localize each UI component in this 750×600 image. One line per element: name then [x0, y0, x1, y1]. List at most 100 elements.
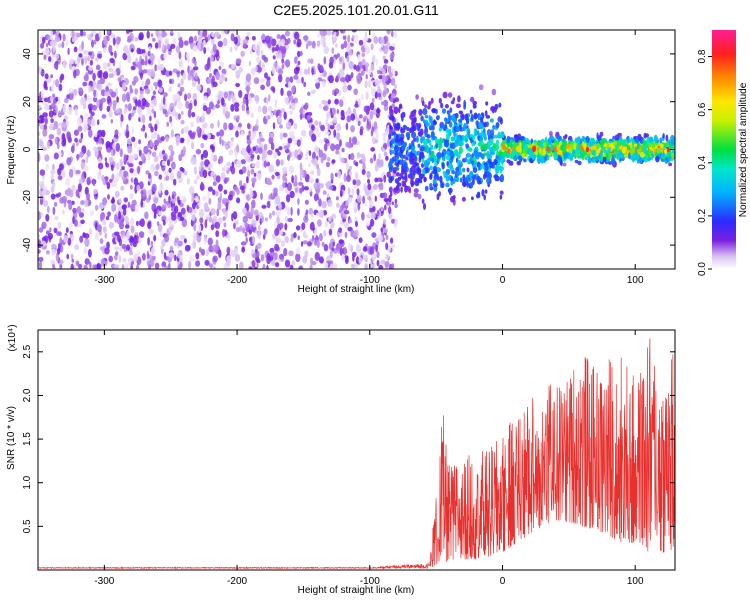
heatmap-cell	[166, 121, 170, 127]
heatmap-cell	[73, 69, 77, 79]
heatmap-cell	[365, 74, 368, 80]
heatmap-cell	[219, 192, 222, 202]
heatmap-cell	[215, 104, 221, 109]
heatmap-cell	[470, 113, 474, 121]
heatmap-cell	[168, 195, 171, 203]
heatmap-cell	[430, 150, 434, 157]
heatmap-cell	[199, 216, 204, 224]
heatmap-cell	[318, 103, 323, 109]
heatmap-cell	[573, 142, 577, 150]
heatmap-cell	[183, 40, 189, 46]
colorbar	[712, 30, 736, 269]
heatmap-cell	[380, 206, 384, 212]
heatmap-cell	[196, 204, 199, 210]
heatmap-cell	[56, 127, 62, 136]
heatmap-cell	[246, 110, 250, 115]
heatmap-cell	[104, 157, 108, 162]
heatmap-cell	[472, 100, 478, 106]
heatmap-cell	[229, 141, 234, 148]
heatmap-cell	[141, 97, 147, 106]
heatmap-cell	[184, 93, 188, 102]
heatmap-cell	[162, 108, 168, 115]
heatmap-cell	[603, 149, 608, 154]
heatmap-cell	[97, 119, 100, 126]
heatmap-cell	[323, 46, 329, 55]
heatmap-cell	[648, 136, 654, 142]
heatmap-cell	[88, 228, 93, 235]
heatmap-cell	[172, 68, 178, 73]
heatmap-cell	[394, 203, 398, 209]
heatmap-cell	[388, 206, 392, 215]
heatmap-cell	[280, 87, 284, 96]
heatmap-cell	[417, 143, 421, 148]
heatmap-cell	[343, 40, 348, 49]
heatmap-cell	[174, 205, 179, 214]
heatmap-cell	[523, 143, 528, 151]
heatmap-cell	[124, 262, 129, 269]
colorbar-tick-label: 0.4	[697, 155, 708, 169]
heatmap-cell	[105, 161, 108, 167]
heatmap-cell	[159, 64, 165, 71]
heatmap-cell	[591, 157, 596, 164]
heatmap-cell	[300, 106, 304, 115]
heatmap-cell	[136, 263, 140, 269]
heatmap-cell	[164, 170, 169, 176]
heatmap-cell	[140, 152, 145, 161]
heatmap-cell	[166, 159, 171, 167]
heatmap-cell	[142, 114, 146, 124]
heatmap-cell	[86, 150, 92, 158]
heatmap-cell	[499, 168, 503, 174]
heatmap-cell	[563, 140, 568, 146]
heatmap-cell	[495, 143, 500, 151]
heatmap-cell	[423, 139, 428, 145]
heatmap-cell	[668, 139, 672, 146]
heatmap-cell	[204, 64, 210, 71]
heatmap-cell	[451, 114, 456, 122]
heatmap-cell	[209, 144, 214, 150]
heatmap-cell	[484, 189, 488, 194]
heatmap-cell	[153, 144, 158, 151]
heatmap-cell	[183, 171, 188, 176]
heatmap-cell	[380, 259, 386, 265]
heatmap-cell	[77, 263, 83, 269]
heatmap-cell	[88, 129, 93, 138]
heatmap-cell	[128, 155, 134, 164]
heatmap-cell	[343, 222, 349, 229]
heatmap-cell	[489, 118, 494, 123]
heatmap-cell	[310, 58, 314, 65]
heatmap-cell	[391, 78, 395, 86]
heatmap-cell	[297, 154, 302, 161]
heatmap-cell	[84, 124, 89, 131]
heatmap-cell	[79, 235, 84, 243]
heatmap-cell	[269, 212, 272, 220]
heatmap-cell	[45, 49, 51, 55]
heatmap-cell	[55, 78, 59, 88]
heatmap-cell	[281, 57, 284, 64]
heatmap-cell	[56, 247, 61, 255]
heatmap-cell	[251, 131, 257, 138]
heatmap-cell	[122, 170, 129, 178]
heatmap-cell	[110, 119, 114, 124]
heatmap-cell	[465, 143, 469, 149]
heatmap-cell	[414, 180, 420, 187]
heatmap-cell	[146, 30, 150, 39]
heatmap-cell	[196, 115, 201, 124]
heatmap-cell	[377, 85, 381, 93]
heatmap-cell	[53, 152, 59, 160]
heatmap-cell	[336, 202, 340, 208]
heatmap-cell	[355, 220, 358, 228]
heatmap-cell	[339, 189, 343, 198]
heatmap-cell	[212, 255, 218, 263]
heatmap-cell	[163, 53, 168, 60]
heatmap-cell	[346, 55, 350, 63]
heatmap-cell	[386, 30, 391, 35]
heatmap-cell	[345, 74, 351, 83]
heatmap-cell	[195, 260, 201, 267]
heatmap-cell	[311, 40, 316, 49]
heatmap-cell	[308, 207, 314, 215]
heatmap-cell	[294, 187, 299, 193]
heatmap-cell	[279, 112, 282, 118]
heatmap-cell	[310, 89, 316, 95]
heatmap-cell	[571, 141, 575, 145]
heatmap-cell	[194, 72, 198, 80]
